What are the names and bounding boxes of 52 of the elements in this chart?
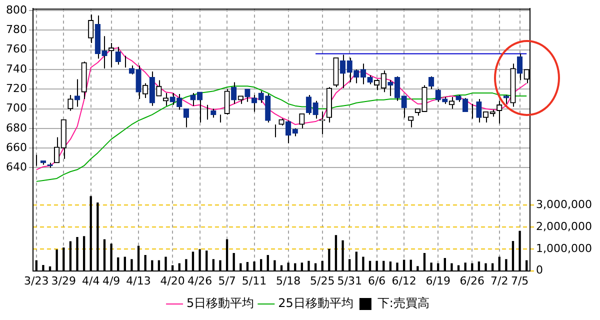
legend-label: 25日移動平均: [278, 296, 354, 310]
x-tick-label: 6/6: [368, 274, 386, 288]
x-tick-label: 6/26: [460, 274, 484, 288]
x-tick-label: 5/11: [242, 274, 267, 288]
x-tick-label: 3/29: [51, 274, 76, 288]
y-tick-label: 800: [6, 3, 27, 16]
candlestick: [435, 88, 441, 102]
candlestick: [142, 82, 148, 98]
x-tick-label: 5/31: [337, 274, 362, 288]
candlestick: [496, 100, 502, 124]
x-tick-label: 4/13: [126, 274, 151, 288]
x-tick-label: 5/7: [218, 274, 236, 288]
y2-tick-label: 0: [536, 264, 544, 277]
y2-tick-label: 3,000,000: [536, 198, 592, 212]
x-tick-label: 7/2: [490, 274, 508, 288]
y-tick-label: 700: [6, 102, 27, 115]
x-tick-label: 4/20: [160, 274, 185, 288]
candlestick: [156, 80, 162, 96]
x-tick-label: 4/4: [82, 274, 100, 288]
y-tick-label: 680: [6, 121, 27, 134]
x-tick-label: 5/25: [310, 274, 335, 288]
candlestick: [68, 94, 74, 112]
candlestick: [408, 116, 414, 128]
y-tick-label: 720: [6, 82, 27, 95]
x-tick-label: 7/5: [510, 274, 529, 288]
y-tick-label: 660: [6, 140, 27, 154]
candlestick: [88, 14, 94, 44]
legend-label: 下:売買高: [377, 296, 430, 310]
candlestick: [183, 108, 190, 128]
candlestick: [244, 88, 250, 102]
y-tick-label: 760: [6, 42, 27, 56]
y-tick-label: 780: [6, 23, 27, 36]
x-tick-label: 5/18: [276, 274, 301, 288]
y-tick-label: 640: [6, 160, 27, 174]
x-tick-label: 4/9: [102, 274, 120, 288]
candlestick: [428, 76, 434, 90]
candlestick: [265, 94, 271, 124]
x-tick-label: 3/23: [24, 274, 49, 288]
x-tick-label: 6/12: [392, 274, 416, 288]
candlestick: [448, 96, 455, 110]
legend-label: 5日移動平均: [186, 296, 254, 310]
y2-tick-label: 1,000,000: [536, 242, 592, 255]
y2-tick-label: 2,000,000: [536, 220, 592, 233]
candlestick: [176, 94, 182, 110]
x-tick-label: 4/26: [187, 274, 212, 288]
x-tick-label: 6/19: [426, 274, 450, 288]
candlestick: [224, 88, 230, 116]
candlestick: [320, 111, 326, 135]
candlestick: [299, 113, 305, 129]
candlestick: [115, 46, 121, 66]
y-tick-label: 740: [6, 62, 27, 76]
candlestick: [462, 97, 468, 112]
